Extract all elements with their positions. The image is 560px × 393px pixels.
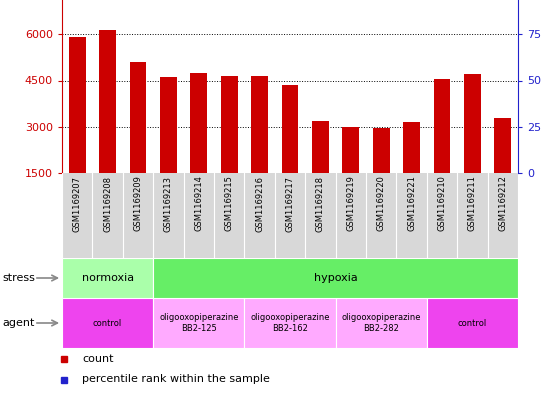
- Text: oligooxopiperazine
BB2-125: oligooxopiperazine BB2-125: [159, 313, 239, 333]
- Bar: [153, 258, 518, 298]
- Bar: [62, 258, 153, 298]
- Bar: [342, 127, 359, 173]
- Bar: [373, 128, 390, 173]
- Text: GSM1169211: GSM1169211: [468, 176, 477, 231]
- Bar: [190, 73, 207, 173]
- Bar: [312, 121, 329, 173]
- Text: GSM1169212: GSM1169212: [498, 176, 507, 231]
- Text: GSM1169209: GSM1169209: [133, 176, 142, 231]
- Text: GSM1169217: GSM1169217: [286, 176, 295, 231]
- Bar: [427, 298, 518, 348]
- Text: GSM1169213: GSM1169213: [164, 176, 173, 231]
- Text: agent: agent: [3, 318, 35, 328]
- Text: hypoxia: hypoxia: [314, 273, 357, 283]
- Text: control: control: [458, 318, 487, 327]
- Bar: [153, 298, 244, 348]
- Bar: [433, 79, 450, 173]
- Text: GSM1169215: GSM1169215: [225, 176, 234, 231]
- Text: GSM1169221: GSM1169221: [407, 176, 416, 231]
- Bar: [160, 77, 177, 173]
- Bar: [282, 85, 298, 173]
- Bar: [62, 298, 153, 348]
- Bar: [251, 76, 268, 173]
- Text: stress: stress: [3, 273, 36, 283]
- Text: GSM1169214: GSM1169214: [194, 176, 203, 231]
- Text: normoxia: normoxia: [82, 273, 134, 283]
- Bar: [62, 173, 518, 258]
- Bar: [99, 29, 116, 173]
- Text: GSM1169207: GSM1169207: [73, 176, 82, 231]
- Text: GSM1169220: GSM1169220: [377, 176, 386, 231]
- Text: control: control: [93, 318, 122, 327]
- Text: GSM1169216: GSM1169216: [255, 176, 264, 231]
- Bar: [494, 118, 511, 173]
- Bar: [335, 298, 427, 348]
- Text: count: count: [82, 353, 114, 364]
- Bar: [464, 74, 480, 173]
- Bar: [221, 76, 237, 173]
- Text: GSM1169218: GSM1169218: [316, 176, 325, 231]
- Text: GSM1169210: GSM1169210: [437, 176, 446, 231]
- Text: oligooxopiperazine
BB2-162: oligooxopiperazine BB2-162: [250, 313, 330, 333]
- Bar: [69, 37, 86, 173]
- Text: oligooxopiperazine
BB2-282: oligooxopiperazine BB2-282: [342, 313, 421, 333]
- Text: percentile rank within the sample: percentile rank within the sample: [82, 375, 270, 384]
- Bar: [403, 122, 420, 173]
- Text: GSM1169219: GSM1169219: [346, 176, 355, 231]
- Bar: [244, 298, 335, 348]
- Text: GSM1169208: GSM1169208: [103, 176, 112, 231]
- Bar: [129, 62, 146, 173]
